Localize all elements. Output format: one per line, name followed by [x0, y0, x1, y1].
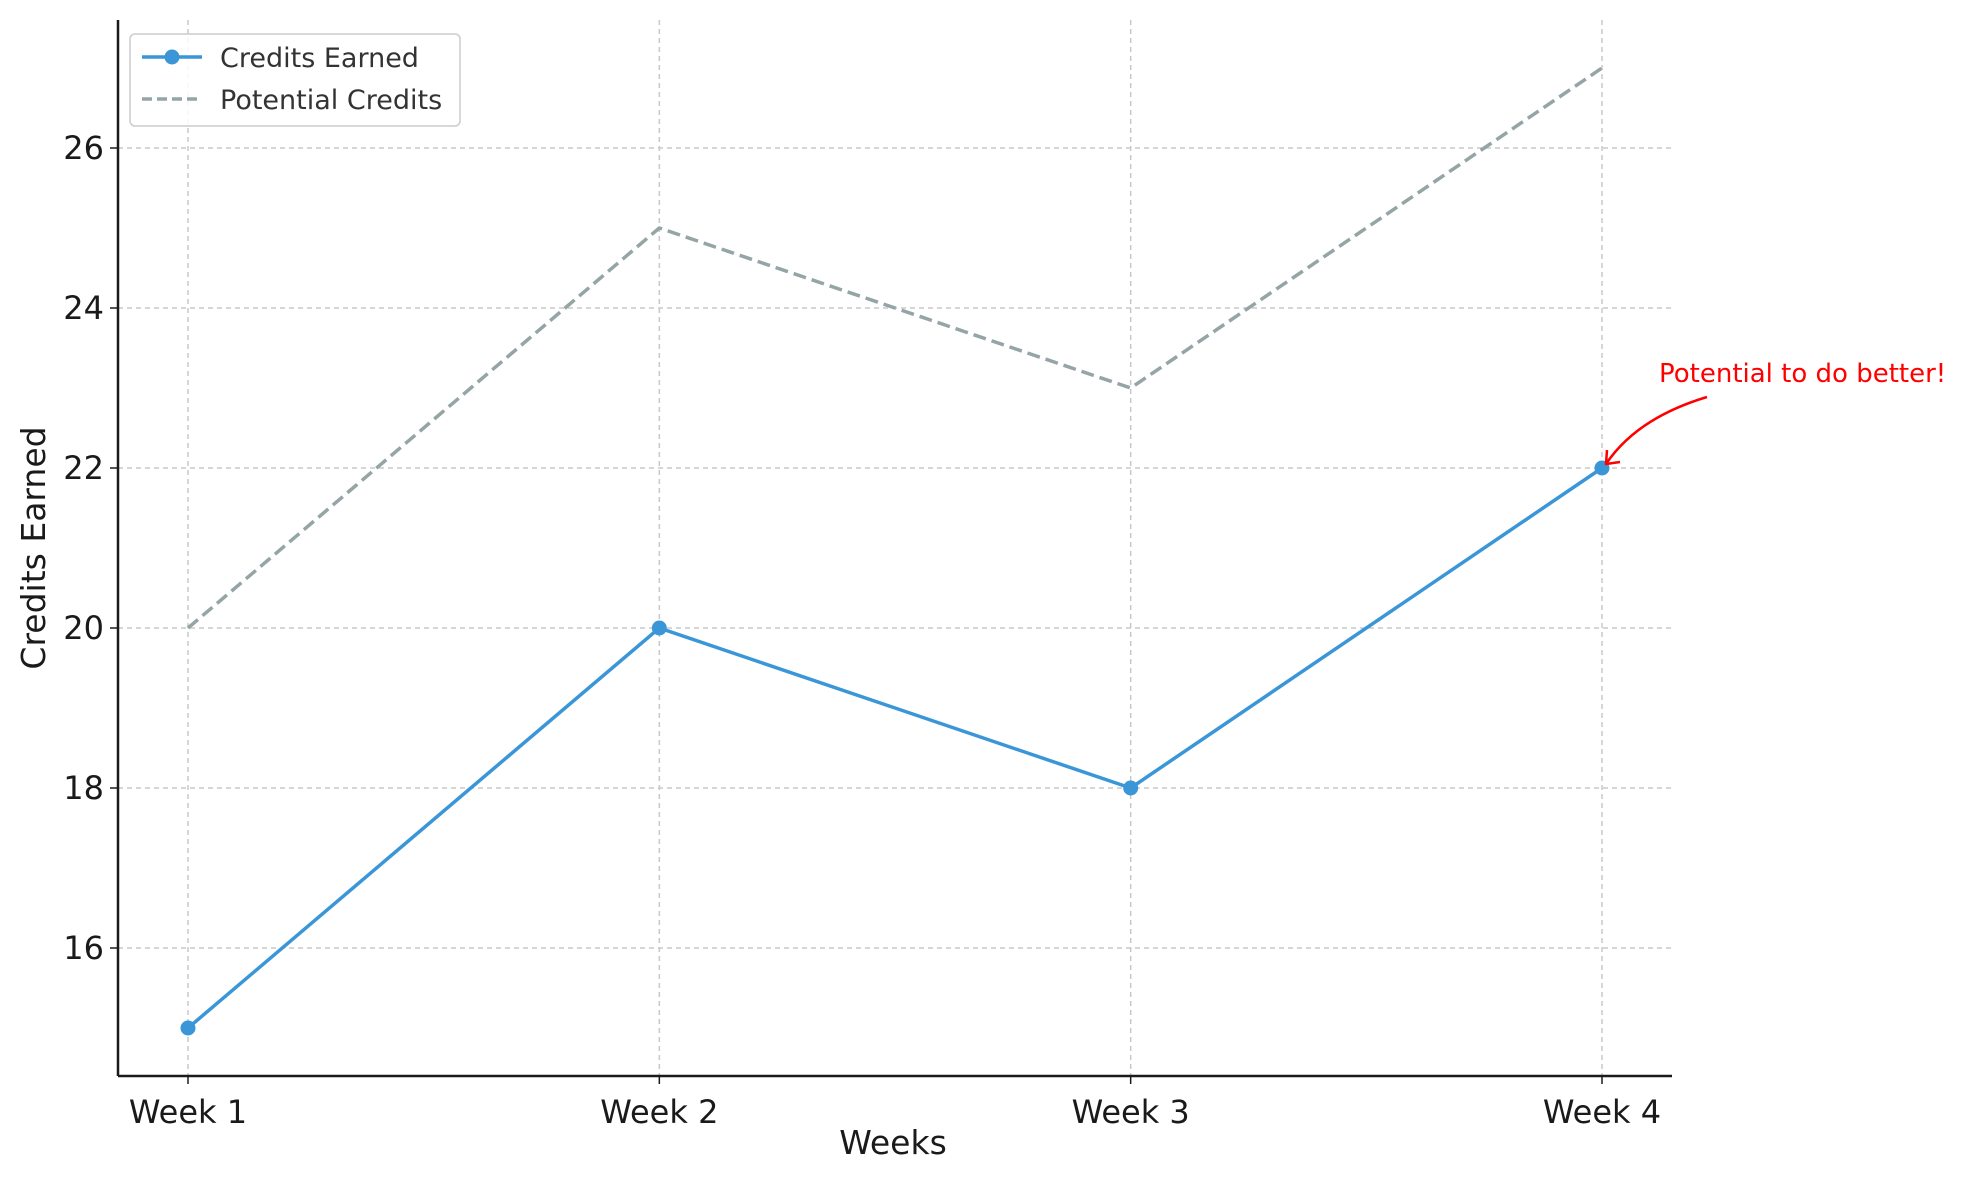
x-tick-label: Week 3	[1072, 1093, 1190, 1131]
credits-earned-point	[651, 620, 667, 636]
x-tick-label: Week 2	[600, 1093, 718, 1131]
axes: Week 1 Week 2 Week 3 Week 4 16 18 20 22 24 26	[63, 20, 1672, 1131]
series-lines	[180, 66, 1610, 1036]
y-tick-label: 18	[63, 769, 104, 807]
annotation-arrowhead	[1604, 449, 1621, 466]
y-tick-label: 16	[63, 929, 104, 967]
annotation-label: Potential to do better!	[1659, 359, 1946, 389]
legend-label-potential-credits: Potential Credits	[220, 85, 442, 116]
potential-credits-line	[186, 66, 1603, 630]
grid-lines	[118, 20, 1672, 1076]
credits-earned-point	[1123, 780, 1139, 796]
legend-label-credits-earned: Credits Earned	[220, 43, 419, 74]
legend-box	[129, 33, 461, 127]
x-tick-label: Week 4	[1543, 1093, 1661, 1131]
credits-earned-line	[186, 466, 1603, 1030]
annotation-arrow	[1604, 395, 1708, 465]
legend-marker-credits-earned	[164, 49, 180, 65]
annotations: Potential to do better!	[1604, 359, 1946, 466]
legend: Credits Earned Potential Credits	[129, 33, 461, 127]
y-tick-label: 20	[63, 609, 104, 647]
y-tick-label: 26	[63, 129, 104, 167]
y-axis-title: Credits Earned	[14, 426, 53, 669]
y-tick-label: 24	[63, 289, 104, 327]
credits-earned-point	[180, 1020, 196, 1036]
x-tick-label: Week 1	[129, 1093, 247, 1131]
x-axis-title: Weeks	[839, 1123, 947, 1162]
y-tick-label: 22	[63, 449, 104, 487]
